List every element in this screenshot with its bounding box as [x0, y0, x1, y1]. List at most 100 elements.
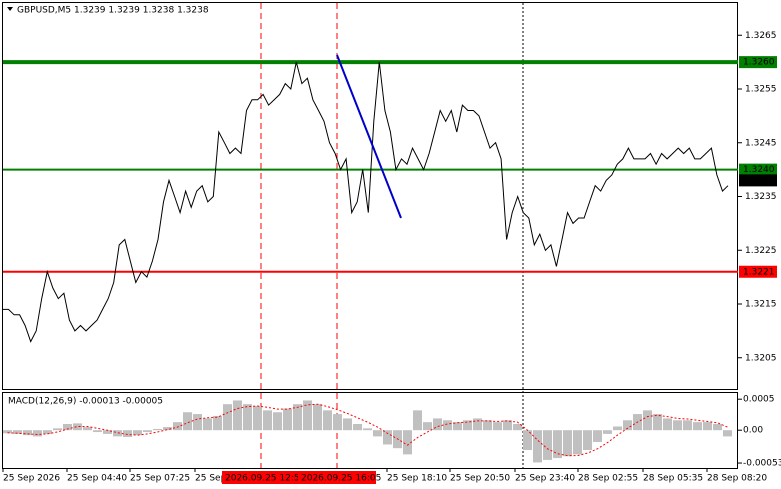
macd-title: MACD(12,26,9) -0.00013 -0.00005 — [8, 397, 163, 407]
x-tick-label: 25 Sep — [195, 474, 227, 484]
macd-bar — [723, 430, 732, 437]
macd-bar — [313, 404, 322, 431]
macd-frame — [2, 392, 738, 469]
macd-bar — [193, 414, 202, 431]
macd-bar — [13, 430, 22, 434]
macd-bar — [203, 418, 212, 431]
macd-bar — [103, 430, 112, 434]
macd-bar — [623, 420, 632, 431]
macd-bar — [353, 423, 362, 431]
macd-bar — [63, 423, 72, 431]
x-tick-label: 25 Sep 04:40 — [67, 474, 127, 484]
macd-bar — [243, 404, 252, 431]
x-tick-label: 25 Sep 18:10 — [387, 474, 447, 484]
macd-bar — [693, 422, 702, 431]
macd-bar — [33, 430, 42, 437]
macd-bar — [523, 430, 532, 451]
macd-bar — [473, 418, 482, 431]
macd-bar — [713, 423, 722, 431]
trend-line — [336, 54, 402, 219]
menu-arrow — [7, 7, 13, 11]
macd-bar — [53, 428, 62, 431]
time-marker-box — [222, 471, 300, 484]
level-label: 1.3260 — [743, 58, 775, 68]
macd-bar — [373, 430, 382, 437]
macd-bar — [93, 430, 102, 433]
macd-bar — [153, 428, 162, 431]
macd-bar — [543, 430, 552, 460]
x-tick-label: 28 Sep 05:35 — [643, 474, 703, 484]
macd-bar — [673, 420, 682, 431]
macd-bar — [43, 430, 52, 434]
macd-bar — [403, 430, 412, 455]
macd-bar — [293, 404, 302, 431]
macd-bar — [143, 430, 152, 433]
macd-bar — [683, 420, 692, 431]
x-tick-label: 25 Sep 20:50 — [450, 474, 510, 484]
macd-bar — [183, 412, 192, 431]
signal-line — [7, 403, 728, 457]
macd-bar — [663, 418, 672, 431]
x-tick-label: 25 Sep 23:40 — [515, 474, 575, 484]
macd-bar — [253, 406, 262, 431]
macd-bar — [513, 423, 522, 431]
y-tick-label: -0.00053 — [743, 459, 781, 469]
level-label-box — [739, 265, 777, 278]
macd-bar — [443, 420, 452, 431]
macd-bar — [433, 418, 442, 431]
macd-bar — [583, 430, 592, 451]
macd-bar — [333, 414, 342, 431]
price-label: 1.3238 — [743, 176, 775, 186]
macd-bar — [533, 430, 542, 463]
macd-bar — [133, 430, 142, 436]
macd-bar — [343, 418, 352, 431]
macd-bar — [453, 422, 462, 431]
y-tick-label: 1.3225 — [745, 246, 777, 256]
macd-bar — [603, 430, 612, 434]
level-label: 1.3240 — [743, 165, 775, 175]
y-tick-label: 1.3245 — [745, 138, 777, 148]
macd-bar — [643, 410, 652, 431]
macd-bar — [23, 430, 32, 436]
macd-bar — [213, 415, 222, 431]
level-label: 1.3221 — [743, 267, 775, 277]
macd-bar — [73, 423, 82, 431]
macd-bar — [123, 430, 132, 438]
level-label-box — [739, 163, 777, 176]
y-tick-label: 0.0005 — [743, 395, 775, 405]
y-tick-label: 1.3235 — [745, 192, 777, 202]
x-tick-label: 28 Sep 02:55 — [578, 474, 638, 484]
macd-bar — [113, 430, 122, 437]
macd-bar — [703, 422, 712, 431]
y-tick-label: 1.3205 — [745, 353, 777, 363]
y-tick-label: 1.3265 — [745, 31, 777, 41]
time-marker-box — [298, 471, 376, 484]
macd-bar — [263, 410, 272, 431]
macd-bar — [323, 410, 332, 431]
macd-bar — [83, 427, 92, 431]
price-line — [3, 61, 729, 343]
macd-bar — [283, 408, 292, 431]
y-tick-label: 1.3215 — [745, 300, 777, 310]
macd-bar — [493, 422, 502, 431]
x-tick-label: 25 Sep 2026 — [3, 474, 60, 484]
level-label-box — [739, 56, 777, 69]
macd-bar — [593, 430, 602, 442]
macd-bar — [503, 420, 512, 431]
macd-bar — [463, 420, 472, 431]
macd-bar — [233, 400, 242, 431]
macd-bar — [173, 422, 182, 431]
macd-bar — [363, 428, 372, 431]
macd-bar — [573, 430, 582, 455]
macd-bar — [273, 412, 282, 431]
macd-bar — [303, 400, 312, 431]
time-marker-label: 2026.09.25 16:05 — [301, 474, 381, 484]
y-tick-label: 1.3255 — [745, 85, 777, 95]
time-marker-label: 2026.09.25 12:55 — [225, 474, 305, 484]
x-tick-label: 25 Sep 07:25 — [130, 474, 190, 484]
macd-bar — [3, 430, 12, 434]
macd-bar — [613, 426, 622, 431]
x-tick-label: 28 Sep 08:20 — [707, 474, 767, 484]
